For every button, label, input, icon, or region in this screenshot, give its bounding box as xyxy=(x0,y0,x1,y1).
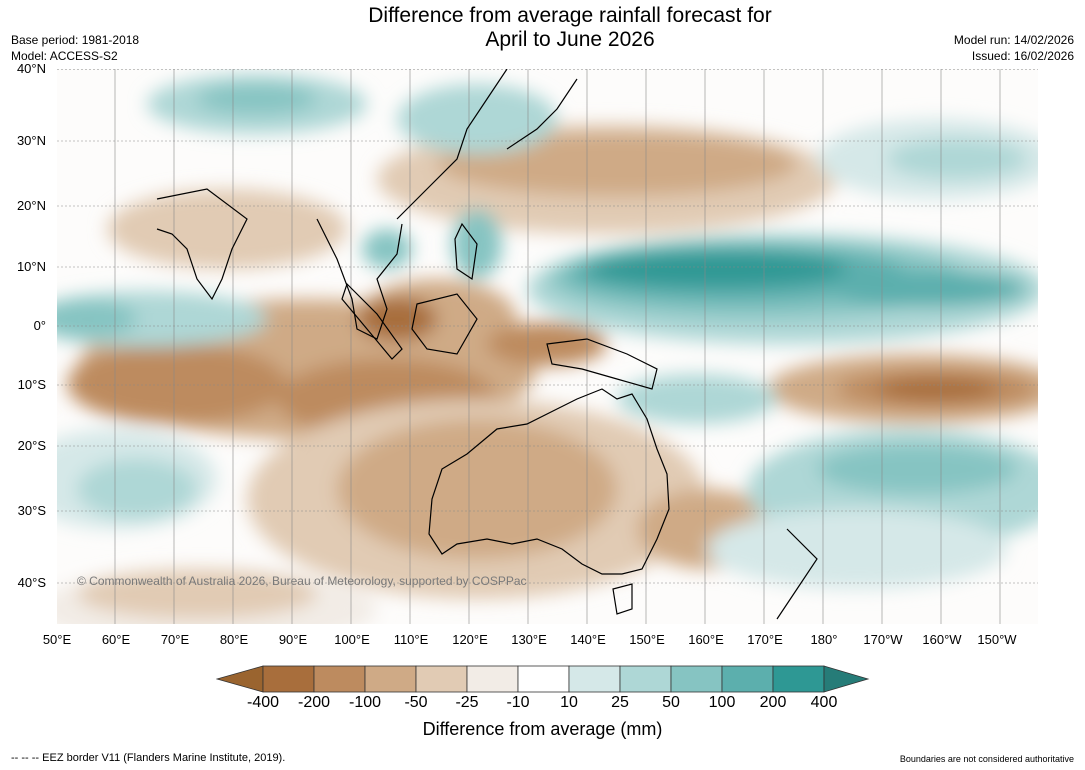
legend-swatch xyxy=(772,665,825,693)
boundary-disclaimer: Boundaries are not considered authoritat… xyxy=(899,754,1074,764)
australia-coast xyxy=(428,388,670,575)
indochina-coast xyxy=(316,218,403,340)
legend-swatch xyxy=(721,665,774,693)
tasmania-coast xyxy=(612,583,633,615)
legend-swatch xyxy=(364,665,417,693)
legend-tick: 100 xyxy=(708,694,736,711)
lon-label: 160°E xyxy=(688,632,724,647)
legend-swatch xyxy=(517,665,570,693)
legend-swatch xyxy=(568,665,621,693)
legend-title: Difference from average (mm) xyxy=(422,719,663,739)
legend-tick: -400 xyxy=(246,694,280,711)
graticule xyxy=(57,69,1038,624)
lon-label: 150°W xyxy=(977,632,1017,647)
legend-tick: -25 xyxy=(455,694,479,711)
color-legend xyxy=(215,664,870,701)
model-run: Model run: 14/02/2026 xyxy=(953,33,1074,47)
lon-label: 160°W xyxy=(922,632,962,647)
japan-coast xyxy=(506,78,578,150)
legend-tick: 25 xyxy=(611,694,629,711)
map-title: Difference from average rainfall forecas… xyxy=(0,4,1085,52)
lat-label: 20°S xyxy=(17,438,46,453)
lon-label: 110°E xyxy=(393,632,429,647)
eez-note: -- -- -- EEZ border V11 (Flanders Marine… xyxy=(11,752,286,764)
legend-swatch xyxy=(313,665,366,693)
legend-tick: -200 xyxy=(297,694,331,711)
lat-label: 10°S xyxy=(17,377,46,392)
legend-tick: -10 xyxy=(506,694,530,711)
lon-label: 170°E xyxy=(747,632,783,647)
legend-tick: -100 xyxy=(348,694,382,711)
model-name: Model: ACCESS-S2 xyxy=(11,49,118,63)
lon-label: 70°E xyxy=(160,632,190,647)
lon-label: 120°E xyxy=(452,632,488,647)
new-zealand-coast xyxy=(776,528,818,620)
lon-label: 130°E xyxy=(511,632,547,647)
legend-swatch xyxy=(262,665,315,693)
map-canvas xyxy=(57,69,1038,624)
lat-label: 30°S xyxy=(17,503,46,518)
legend-extend-low xyxy=(215,665,264,693)
legend-swatch xyxy=(619,665,672,693)
legend-tick: 400 xyxy=(810,694,838,711)
legend-swatch xyxy=(415,665,468,693)
lon-label: 90°E xyxy=(278,632,308,647)
borneo-coast xyxy=(411,293,478,355)
lat-label: 40°N xyxy=(16,61,46,76)
lat-label: 10°N xyxy=(16,259,46,274)
legend-swatch xyxy=(466,665,519,693)
base-period: Base period: 1981-2018 xyxy=(11,33,140,47)
china-coast xyxy=(396,69,508,220)
lon-label: 100°E xyxy=(334,632,370,647)
legend-tick: 50 xyxy=(662,694,680,711)
lat-label: 40°S xyxy=(17,575,46,590)
meta-right: Model run: 14/02/2026 Issued: 16/02/2026 xyxy=(954,32,1074,64)
lon-label: 60°E xyxy=(101,632,131,647)
title-line-2: April to June 2026 xyxy=(485,28,655,51)
sumatra-coast xyxy=(341,282,403,360)
issued-date: Issued: 16/02/2026 xyxy=(971,49,1074,63)
lon-label: 140°E xyxy=(570,632,606,647)
philippines-coast xyxy=(454,222,478,281)
legend-swatch xyxy=(670,665,723,693)
lon-label: 80°E xyxy=(219,632,249,647)
legend-colorbar xyxy=(215,665,870,693)
india-coast xyxy=(156,188,248,301)
new-guinea-coast xyxy=(546,338,658,390)
lat-label: 20°N xyxy=(16,198,46,213)
legend-tick: -50 xyxy=(404,694,428,711)
legend-tick: 200 xyxy=(759,694,787,711)
coastlines xyxy=(156,69,818,620)
anomaly-fields xyxy=(57,74,1038,624)
legend-tick: 10 xyxy=(560,694,578,711)
lat-label: 0° xyxy=(33,318,46,333)
lat-label: 30°N xyxy=(16,133,46,148)
meta-left: Base period: 1981-2018 Model: ACCESS-S2 xyxy=(11,32,139,64)
lon-label: 180° xyxy=(810,632,838,647)
lon-label: 170°W xyxy=(863,632,903,647)
rainfall-anomaly-map[interactable] xyxy=(57,69,1038,624)
lon-label: 50°E xyxy=(42,632,72,647)
legend-extend-high xyxy=(823,665,870,693)
lon-label: 150°E xyxy=(629,632,665,647)
copyright-notice: © Commonwealth of Australia 2026, Bureau… xyxy=(77,574,527,588)
title-line-1: Difference from average rainfall forecas… xyxy=(368,4,772,27)
